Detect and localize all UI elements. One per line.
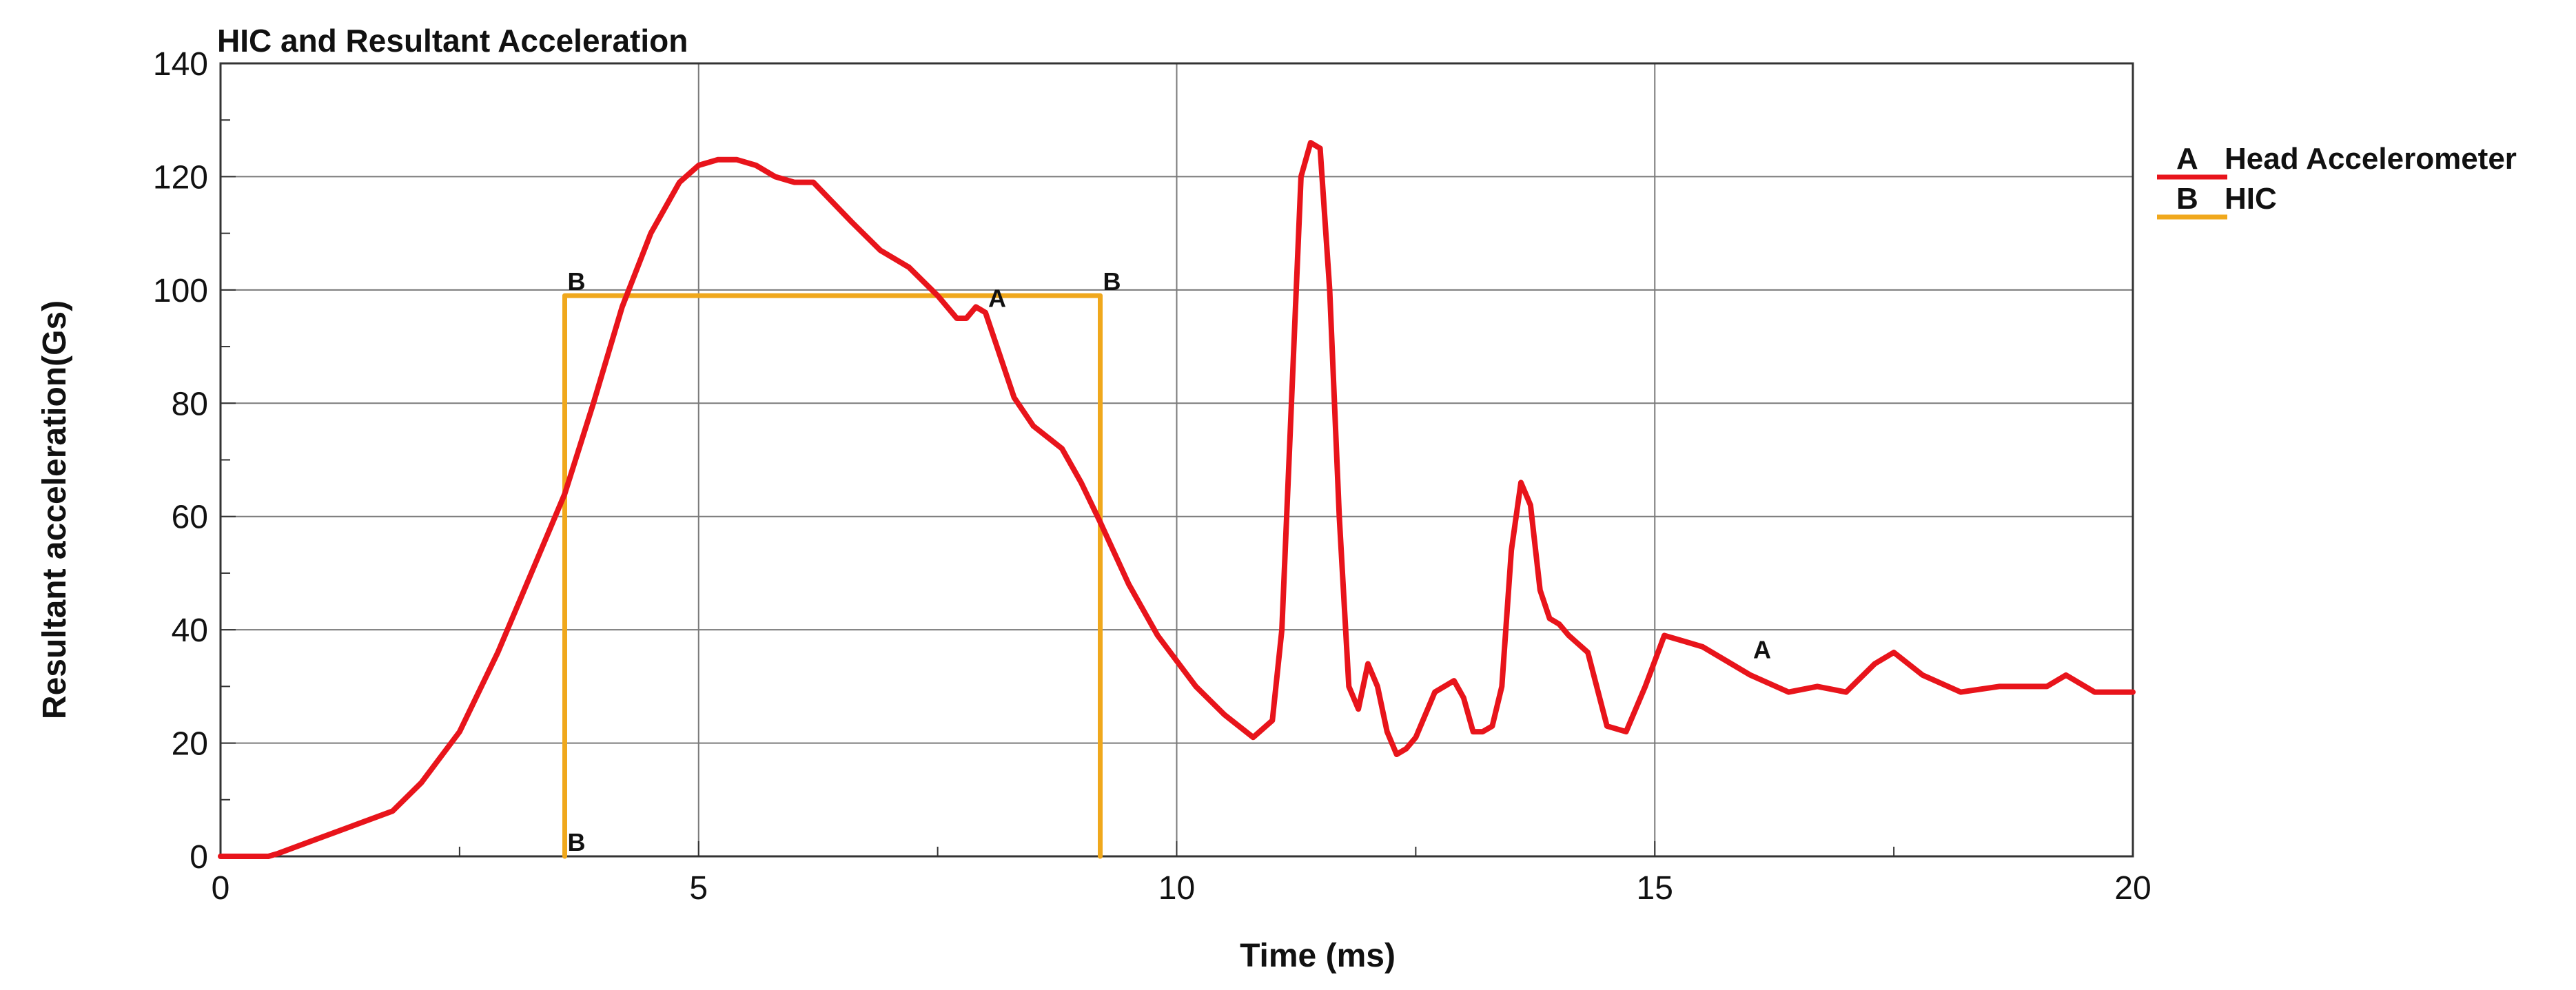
legend-label: HIC (2225, 182, 2277, 216)
y-tick-label: 120 (153, 159, 208, 196)
y-tick-label: 20 (172, 726, 208, 763)
annotations: B B B A A (568, 267, 1772, 856)
y-tick-label: 100 (153, 273, 208, 309)
x-tick-label: 0 (212, 870, 230, 907)
series-layer (218, 140, 2136, 859)
grid (221, 63, 2133, 856)
marker-label-b: B (568, 828, 586, 856)
legend-label: Head Accelerometer (2225, 142, 2517, 176)
series-line-hic (562, 293, 1103, 859)
y-tick-label: 60 (172, 499, 208, 536)
ticks: 0 5 10 15 20 0 20 40 60 80 100 120 140 (153, 46, 2151, 907)
x-axis-label: Time (ms) (1240, 938, 1396, 974)
series-line-head-accelerometer (218, 140, 2136, 859)
legend-marker: B (2176, 182, 2198, 216)
x-tick-label: 15 (1637, 870, 1673, 907)
y-tick-label: 80 (172, 386, 208, 422)
marker-label-b: B (1103, 267, 1121, 296)
x-tick-label: 5 (689, 870, 708, 907)
y-tick-label: 0 (190, 839, 208, 876)
legend-marker: A (2176, 142, 2198, 176)
marker-label-b: B (568, 267, 586, 296)
x-tick-label: 10 (1158, 870, 1195, 907)
chart-title: HIC and Resultant Acceleration (217, 23, 688, 59)
legend: A Head Accelerometer B HIC (2157, 142, 2517, 220)
y-axis-label: Resultant acceleration(Gs) (37, 300, 73, 719)
x-tick-label: 20 (2114, 870, 2151, 907)
marker-label-a: A (988, 285, 1006, 313)
y-tick-label: 40 (172, 612, 208, 649)
y-tick-label: 140 (153, 46, 208, 83)
marker-label-a: A (1753, 635, 1771, 663)
